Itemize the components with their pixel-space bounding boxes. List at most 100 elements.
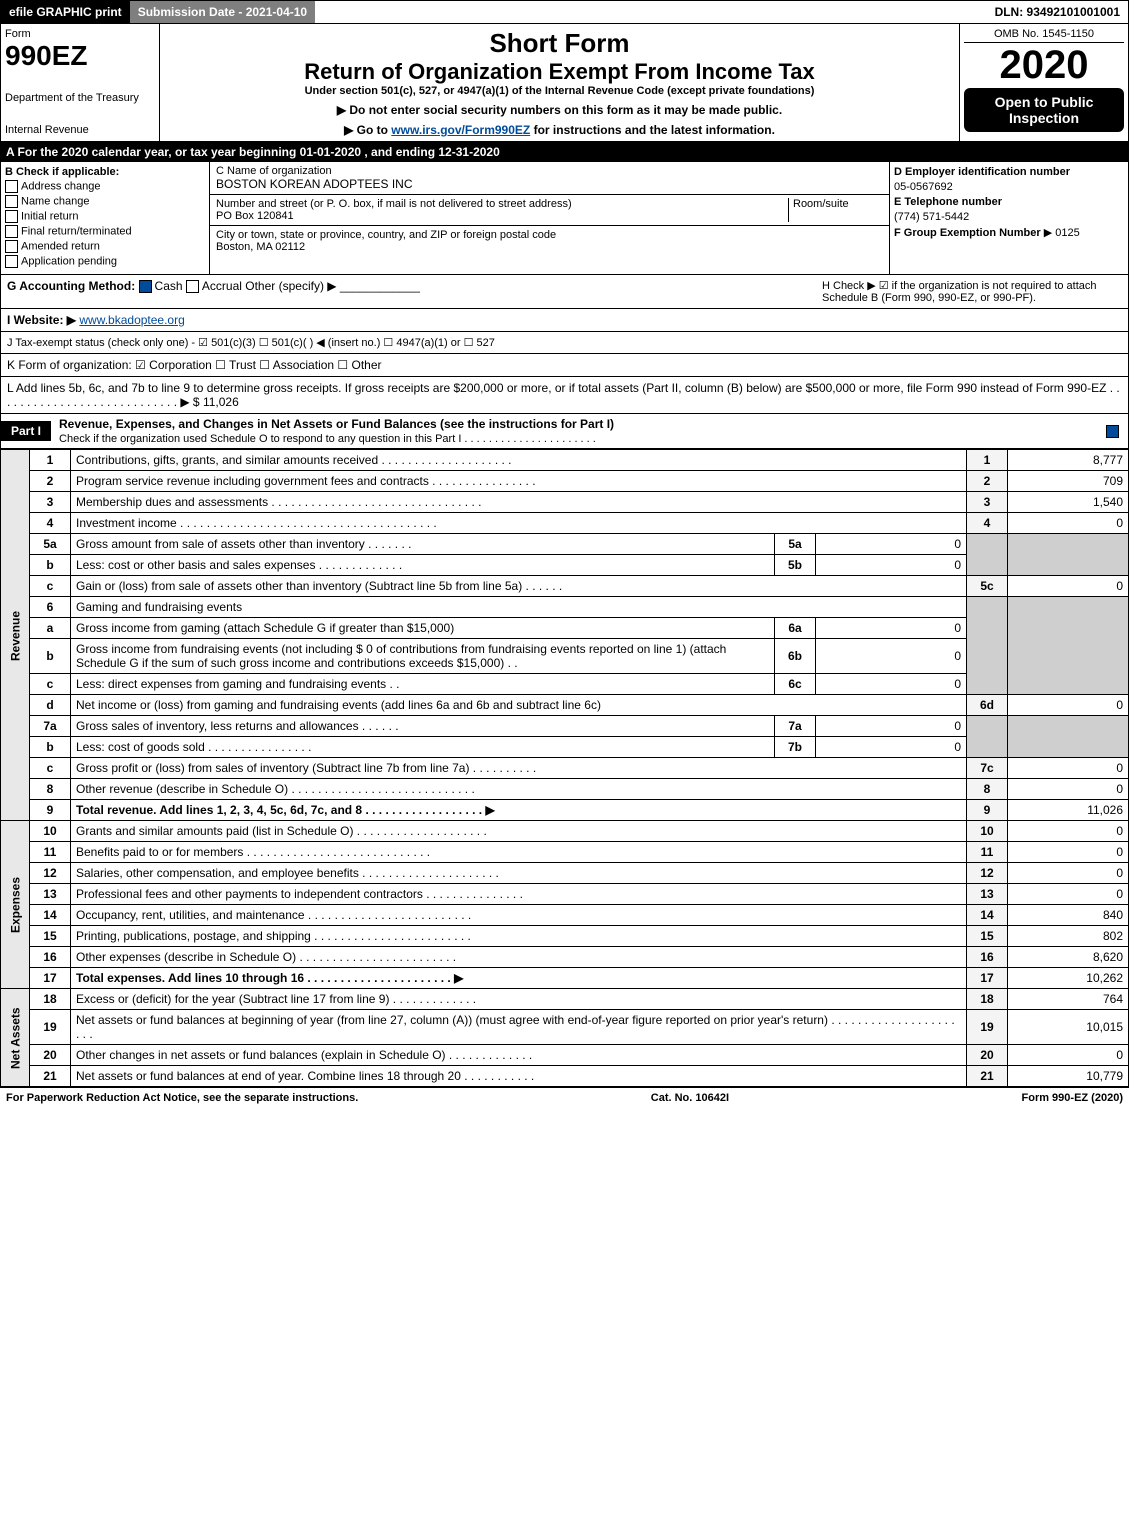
side-net-assets: Net Assets <box>1 989 30 1087</box>
ln-6c-desc: Less: direct expenses from gaming and fu… <box>71 674 775 695</box>
part-1-chk[interactable] <box>1100 421 1128 441</box>
addr-label: Number and street (or P. O. box, if mail… <box>216 198 572 210</box>
ln-7a-desc: Gross sales of inventory, less returns a… <box>71 716 775 737</box>
part-1-title: Revenue, Expenses, and Changes in Net As… <box>59 417 614 431</box>
chk-name-change[interactable]: Name change <box>5 195 205 208</box>
d-label: D Employer identification number <box>894 166 1070 178</box>
ln-2-desc: Program service revenue including govern… <box>71 471 967 492</box>
row-l: L Add lines 5b, 6c, and 7b to line 9 to … <box>0 377 1129 414</box>
ln-6a-desc: Gross income from gaming (attach Schedul… <box>71 618 775 639</box>
ssn-warning: ▶ Do not enter social security numbers o… <box>164 103 955 117</box>
ln-17-desc: Total expenses. Add lines 10 through 16 … <box>71 968 967 989</box>
goto-pre: ▶ Go to <box>344 123 391 137</box>
ln-5c-desc: Gain or (loss) from sale of assets other… <box>71 576 967 597</box>
ln-11-amt: 0 <box>1008 842 1129 863</box>
row-k: K Form of organization: ☑ Corporation ☐ … <box>0 354 1129 377</box>
part-1-sub: Check if the organization used Schedule … <box>59 433 596 445</box>
ln-7b-sub: 0 <box>816 737 967 758</box>
ln-10-amt: 0 <box>1008 821 1129 842</box>
ln-18-desc: Excess or (deficit) for the year (Subtra… <box>71 989 967 1010</box>
ln-6-desc: Gaming and fundraising events <box>71 597 967 618</box>
g-cash: Cash <box>155 279 183 293</box>
ln-19-desc: Net assets or fund balances at beginning… <box>71 1010 967 1045</box>
chk-cash[interactable] <box>139 280 152 293</box>
ln-6c-sub: 0 <box>816 674 967 695</box>
return-title: Return of Organization Exempt From Incom… <box>164 59 955 85</box>
ln-13-amt: 0 <box>1008 884 1129 905</box>
ln-1-amt: 8,777 <box>1008 450 1129 471</box>
h-text: H Check ▶ ☑ if the organization is not r… <box>822 279 1122 304</box>
ln-9-amt: 11,026 <box>1008 800 1129 821</box>
efile-label[interactable]: efile GRAPHIC print <box>1 1 130 23</box>
g-label: G Accounting Method: <box>7 279 135 293</box>
col-d-info: D Employer identification number 05-0567… <box>890 162 1128 274</box>
col-b-title: B Check if applicable: <box>5 166 119 178</box>
part-1-tag: Part I <box>1 421 51 441</box>
ln-11-desc: Benefits paid to or for members . . . . … <box>71 842 967 863</box>
footer-mid: Cat. No. 10642I <box>651 1092 729 1104</box>
row-a-tax-year: A For the 2020 calendar year, or tax yea… <box>0 142 1129 162</box>
omb-number: OMB No. 1545-1150 <box>964 28 1124 43</box>
ln-9-desc: Total revenue. Add lines 1, 2, 3, 4, 5c,… <box>71 800 967 821</box>
org-name: BOSTON KOREAN ADOPTEES INC <box>216 177 413 191</box>
ln-5a-sub: 0 <box>816 534 967 555</box>
footer-left: For Paperwork Reduction Act Notice, see … <box>6 1092 358 1104</box>
ln-21-desc: Net assets or fund balances at end of ye… <box>71 1066 967 1087</box>
lines-table: Revenue 1Contributions, gifts, grants, a… <box>0 449 1129 1087</box>
ln-5b-desc: Less: cost or other basis and sales expe… <box>71 555 775 576</box>
ln-21-amt: 10,779 <box>1008 1066 1129 1087</box>
website-link[interactable]: www.bkadoptee.org <box>79 313 184 327</box>
ln-20-amt: 0 <box>1008 1045 1129 1066</box>
chk-amended-return[interactable]: Amended return <box>5 240 205 253</box>
l-text: L Add lines 5b, 6c, and 7b to line 9 to … <box>7 381 1120 409</box>
chk-final-return[interactable]: Final return/terminated <box>5 225 205 238</box>
city: Boston, MA 02112 <box>216 241 305 253</box>
form-number: 990EZ <box>5 40 155 72</box>
ln-16-desc: Other expenses (describe in Schedule O) … <box>71 947 967 968</box>
ln-6d-desc: Net income or (loss) from gaming and fun… <box>71 695 967 716</box>
ln-10-desc: Grants and similar amounts paid (list in… <box>71 821 967 842</box>
city-label: City or town, state or province, country… <box>216 229 556 241</box>
short-form-title: Short Form <box>164 28 955 59</box>
ln-1-lbl: 1 <box>967 450 1008 471</box>
under-section: Under section 501(c), 527, or 4947(a)(1)… <box>164 85 955 97</box>
l-val: 11,026 <box>203 395 239 409</box>
ln-6a-sub: 0 <box>816 618 967 639</box>
top-bar: efile GRAPHIC print Submission Date - 20… <box>0 0 1129 24</box>
header-left: Form 990EZ Department of the Treasury In… <box>1 24 160 141</box>
addr: PO Box 120841 <box>216 210 294 222</box>
dln: DLN: 93492101001001 <box>987 1 1128 23</box>
ln-14-amt: 840 <box>1008 905 1129 926</box>
f-label: F Group Exemption Number <box>894 227 1041 239</box>
tax-year: 2020 <box>964 43 1124 88</box>
chk-accrual[interactable] <box>186 280 199 293</box>
ln-17-amt: 10,262 <box>1008 968 1129 989</box>
ln-14-desc: Occupancy, rent, utilities, and maintena… <box>71 905 967 926</box>
ln-18-amt: 764 <box>1008 989 1129 1010</box>
chk-address-change[interactable]: Address change <box>5 180 205 193</box>
submission-date: Submission Date - 2021-04-10 <box>130 1 315 23</box>
ln-5c-amt: 0 <box>1008 576 1129 597</box>
ln-6b-sub: 0 <box>816 639 967 674</box>
goto-line: ▶ Go to www.irs.gov/Form990EZ for instru… <box>164 123 955 137</box>
i-label: I Website: ▶ <box>7 313 76 327</box>
part-1-header: Part I Revenue, Expenses, and Changes in… <box>0 414 1129 449</box>
row-j: J Tax-exempt status (check only one) - ☑… <box>0 332 1129 354</box>
chk-application-pending[interactable]: Application pending <box>5 255 205 268</box>
side-revenue: Revenue <box>1 450 30 821</box>
ln-3-amt: 1,540 <box>1008 492 1129 513</box>
entity-block: B Check if applicable: Address change Na… <box>0 162 1129 275</box>
footer-right: Form 990-EZ (2020) <box>1022 1092 1123 1104</box>
ln-5a-desc: Gross amount from sale of assets other t… <box>71 534 775 555</box>
irs-link[interactable]: www.irs.gov/Form990EZ <box>391 123 530 137</box>
ln-4-desc: Investment income . . . . . . . . . . . … <box>71 513 967 534</box>
c-label: C Name of organization <box>216 165 332 177</box>
ln-12-desc: Salaries, other compensation, and employ… <box>71 863 967 884</box>
chk-initial-return[interactable]: Initial return <box>5 210 205 223</box>
ln-13-desc: Professional fees and other payments to … <box>71 884 967 905</box>
open-to-public: Open to Public Inspection <box>964 88 1124 132</box>
ln-7a-sub: 0 <box>816 716 967 737</box>
ln-7c-desc: Gross profit or (loss) from sales of inv… <box>71 758 967 779</box>
row-i: I Website: ▶ www.bkadoptee.org <box>0 309 1129 332</box>
ln-16-amt: 8,620 <box>1008 947 1129 968</box>
